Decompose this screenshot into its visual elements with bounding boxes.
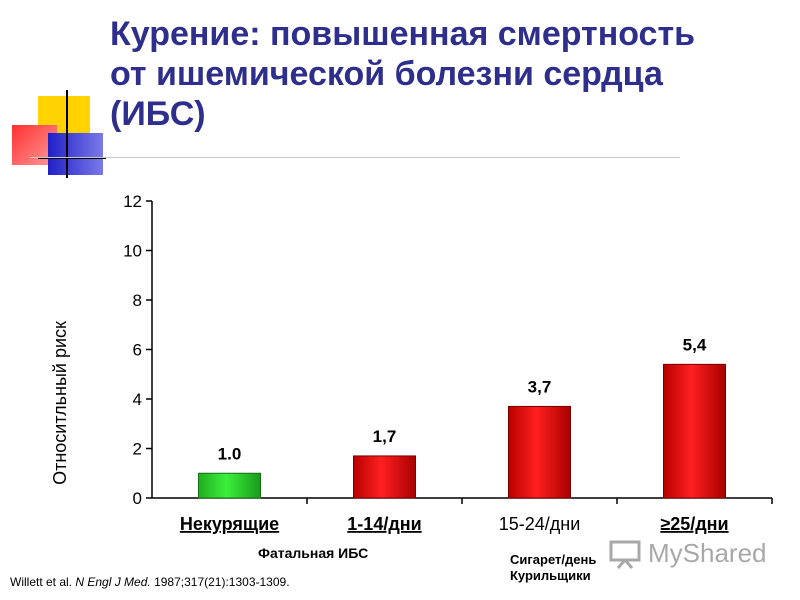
citation-authors: Willett et al. <box>10 575 73 589</box>
bar-1 <box>198 472 261 499</box>
watermark-text: MyShared <box>648 538 767 568</box>
page-title: Курение: повышенная смертность от ишемич… <box>110 15 696 133</box>
presentation-board-icon <box>609 540 641 569</box>
bar-3 <box>508 405 571 499</box>
y-tick-label: 12 <box>123 192 142 211</box>
y-tick-label: 0 <box>133 489 142 508</box>
chart-bars: 1.0 1,7 3,7 5,4 <box>198 335 726 499</box>
unit-label-line1: Сигарет/день <box>510 552 597 567</box>
citation-journal: N Engl J Med. <box>75 575 151 589</box>
x-category-label: Некурящие <box>180 514 279 534</box>
unit-label: Сигарет/день Курильщики <box>510 552 596 584</box>
x-category-label: 15-24/дни <box>499 514 581 534</box>
y-tick-label: 2 <box>133 440 142 459</box>
chart-axes: 0 2 4 6 8 10 12 Некурящие 1-14/дни 15-24/дни ≥25/д… <box>123 192 773 534</box>
citation-ref: 1987;317(21):1303-1309. <box>154 575 290 589</box>
bar-value-label: 1,7 <box>373 427 397 446</box>
deco-vertical-line <box>66 90 68 178</box>
citation: Willett et al. N Engl J Med. 1987;317(21… <box>10 575 290 589</box>
group-label: Фатальная ИБС <box>258 545 369 561</box>
x-category-label: 1-14/дни <box>347 514 421 534</box>
watermark: MyShared <box>608 538 767 569</box>
y-axis-label: Относитльный риск <box>50 321 70 485</box>
bar-2 <box>353 455 416 499</box>
title-divider <box>30 157 680 158</box>
deco-horizontal-line <box>38 157 106 159</box>
bar-4 <box>663 363 726 499</box>
y-tick-label: 4 <box>133 390 142 409</box>
x-category-label: ≥25/дни <box>660 514 728 534</box>
bar-value-label: 1.0 <box>218 444 242 463</box>
bar-value-label: 3,7 <box>528 377 552 396</box>
y-tick-label: 8 <box>133 291 142 310</box>
deco-blue-square <box>48 133 103 175</box>
unit-label-line2: Курильщики <box>510 568 591 583</box>
bar-value-label: 5,4 <box>683 335 707 354</box>
y-tick-label: 6 <box>133 341 142 360</box>
y-tick-label: 10 <box>123 242 142 261</box>
